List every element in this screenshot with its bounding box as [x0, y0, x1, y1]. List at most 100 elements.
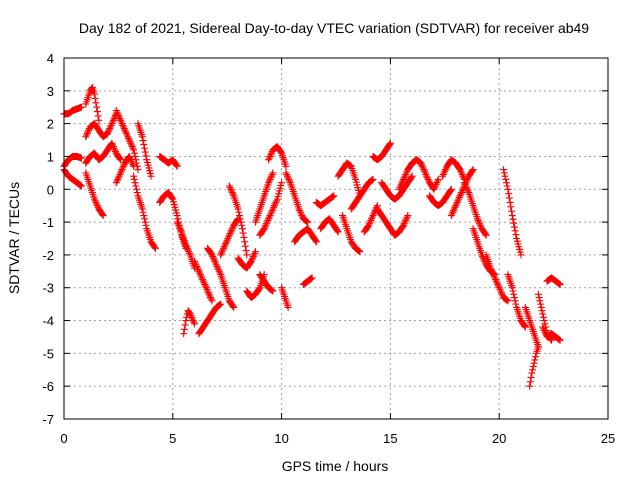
y-axis-label: SDTVAR / TECUs	[6, 182, 22, 294]
data-point	[109, 143, 117, 151]
data-point	[489, 269, 497, 277]
data-point	[207, 294, 215, 302]
data-points	[60, 84, 564, 390]
data-point	[468, 167, 476, 175]
data-point	[90, 90, 98, 98]
data-point	[192, 261, 200, 269]
data-point	[556, 336, 564, 344]
data-point	[539, 313, 547, 321]
data-point	[122, 129, 130, 137]
data-point	[526, 382, 534, 390]
data-point	[502, 175, 510, 183]
data-point	[386, 140, 394, 148]
data-point	[534, 290, 542, 298]
data-point	[430, 185, 438, 193]
data-point	[266, 212, 274, 220]
y-tick-label: -6	[42, 379, 54, 394]
data-point	[238, 221, 246, 229]
data-point	[508, 212, 516, 220]
data-point	[400, 220, 408, 228]
data-point	[490, 272, 498, 280]
plot-frame	[63, 57, 609, 420]
data-point	[368, 215, 376, 223]
data-point	[176, 225, 184, 233]
data-point	[241, 238, 249, 246]
data-point	[398, 179, 406, 187]
data-point	[399, 221, 407, 229]
data-point	[151, 244, 159, 252]
data-point	[184, 246, 192, 254]
data-point	[181, 321, 189, 329]
data-point	[193, 264, 201, 272]
data-point	[399, 177, 407, 185]
data-point	[508, 284, 516, 292]
data-point	[400, 174, 408, 182]
data-point	[227, 185, 235, 193]
y-tick-label: 2	[47, 117, 54, 132]
data-point	[497, 289, 505, 297]
data-point	[130, 162, 138, 170]
data-point	[228, 189, 236, 197]
data-point	[129, 161, 137, 169]
data-point	[122, 128, 130, 136]
data-point	[449, 208, 457, 216]
chart-title: Day 182 of 2021, Sidereal Day-to-day VTE…	[79, 20, 589, 36]
data-point	[403, 213, 411, 221]
data-point	[119, 162, 127, 170]
data-point	[134, 166, 142, 174]
data-point	[479, 254, 487, 262]
x-tick-label: 25	[601, 431, 615, 446]
x-axis-label: GPS time / hours	[282, 458, 389, 474]
data-point	[116, 155, 124, 163]
data-point	[491, 274, 499, 282]
data-point	[228, 187, 236, 195]
data-point	[217, 249, 225, 257]
data-point	[455, 195, 463, 203]
data-point	[421, 169, 429, 177]
data-point	[125, 134, 133, 142]
data-point	[243, 251, 251, 259]
data-point	[531, 353, 539, 361]
data-point	[209, 254, 217, 262]
data-point	[117, 169, 125, 177]
data-point	[510, 290, 518, 298]
data-point	[500, 169, 508, 177]
data-point	[267, 210, 275, 218]
data-point	[261, 223, 269, 231]
data-point	[141, 215, 149, 223]
data-point	[457, 169, 465, 177]
data-point	[402, 215, 410, 223]
data-point	[226, 230, 234, 238]
data-point	[304, 218, 312, 226]
data-point	[138, 133, 146, 141]
data-point	[474, 216, 482, 224]
data-point	[510, 223, 518, 231]
data-point	[457, 190, 465, 198]
data-point	[266, 175, 274, 183]
data-point	[210, 256, 218, 264]
data-point	[235, 208, 243, 216]
data-point	[124, 133, 132, 141]
data-point	[507, 203, 515, 211]
data-point	[204, 287, 212, 295]
data-point	[188, 315, 196, 323]
data-point	[83, 129, 91, 137]
data-point	[131, 179, 139, 187]
data-point	[285, 175, 293, 183]
data-point	[119, 121, 127, 129]
data-point	[196, 269, 204, 277]
data-point	[115, 113, 123, 121]
data-point	[183, 243, 191, 251]
data-point	[267, 208, 275, 216]
data-point	[236, 212, 244, 220]
data-point	[208, 297, 216, 305]
data-point	[125, 136, 133, 144]
data-point	[450, 207, 458, 215]
data-point	[455, 193, 463, 201]
data-point	[199, 276, 207, 284]
data-point	[534, 343, 542, 351]
data-point	[209, 253, 217, 261]
data-point	[457, 189, 465, 197]
data-point	[447, 212, 455, 220]
y-tick-label: 1	[47, 149, 54, 164]
